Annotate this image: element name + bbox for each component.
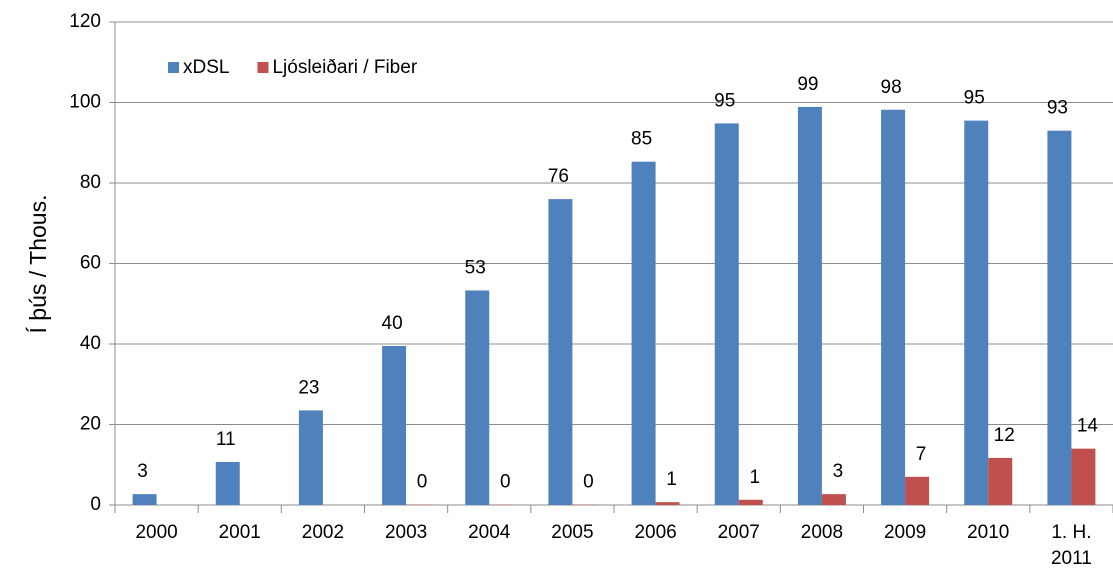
y-axis-label: Í þús / Thous. <box>25 195 51 334</box>
data-label: 85 <box>631 129 652 150</box>
bar <box>881 109 906 506</box>
legend-swatch <box>168 62 179 73</box>
data-label: 0 <box>500 472 511 493</box>
y-tick-label: 0 <box>90 494 101 515</box>
y-tick-label: 120 <box>69 11 101 32</box>
y-tick-label: 80 <box>80 172 101 193</box>
data-label: 40 <box>382 313 403 334</box>
x-tick-label: 2007 <box>717 522 760 543</box>
bar <box>548 199 573 505</box>
data-label: 99 <box>797 74 818 95</box>
legend-swatch <box>257 62 269 73</box>
x-tick-label: 2002 <box>301 522 345 543</box>
data-label: 23 <box>298 377 319 398</box>
data-label: 0 <box>417 472 428 493</box>
data-label: 7 <box>916 444 927 465</box>
data-label: 1 <box>666 469 677 490</box>
bar <box>964 120 989 506</box>
x-tick-label: 2004 <box>468 522 511 543</box>
data-label: 11 <box>216 429 236 450</box>
data-label: 0 <box>583 472 594 493</box>
bar <box>465 290 490 505</box>
data-label: 98 <box>881 77 902 98</box>
bar <box>714 123 739 506</box>
data-label: 95 <box>714 90 735 111</box>
y-tick-label: 40 <box>80 333 101 354</box>
data-label: 12 <box>994 425 1015 446</box>
x-tick-label: 2008 <box>800 522 844 543</box>
y-tick-label: 100 <box>69 92 101 113</box>
x-tick-label: 2005 <box>551 522 594 543</box>
y-tick-label: 20 <box>80 414 101 435</box>
bar <box>215 461 240 505</box>
bar <box>132 494 157 505</box>
x-tick-label: 2003 <box>384 522 428 543</box>
data-label: 1 <box>749 467 760 488</box>
bar <box>738 499 763 505</box>
data-label: 3 <box>137 461 148 482</box>
x-tick-label: 2000 <box>135 522 178 543</box>
data-label: 3 <box>833 461 844 482</box>
bar <box>905 476 930 505</box>
bar <box>655 502 680 505</box>
bar <box>631 161 656 506</box>
x-tick-label: 2009 <box>883 522 927 543</box>
x-tick-label: 2010 <box>967 522 1010 543</box>
data-label: 53 <box>465 257 486 278</box>
bar <box>298 410 323 505</box>
data-label: 14 <box>1077 416 1099 437</box>
bar <box>797 106 822 506</box>
y-tick-label: 60 <box>80 253 101 274</box>
x-tick-label: 2006 <box>634 522 677 543</box>
bar <box>1047 130 1072 506</box>
x-tick-label: 1. H. 2011 <box>1050 522 1092 569</box>
data-label: 93 <box>1047 98 1068 119</box>
bar <box>1071 448 1096 505</box>
data-label: 76 <box>548 166 569 187</box>
legend-label: xDSL <box>183 57 229 78</box>
x-tick-label: 2001 <box>218 522 261 543</box>
bar <box>988 457 1013 505</box>
legend-label: Ljósleiðari / Fiber <box>272 57 417 78</box>
data-label: 95 <box>964 88 985 109</box>
bar <box>821 494 846 505</box>
bar <box>382 346 407 505</box>
